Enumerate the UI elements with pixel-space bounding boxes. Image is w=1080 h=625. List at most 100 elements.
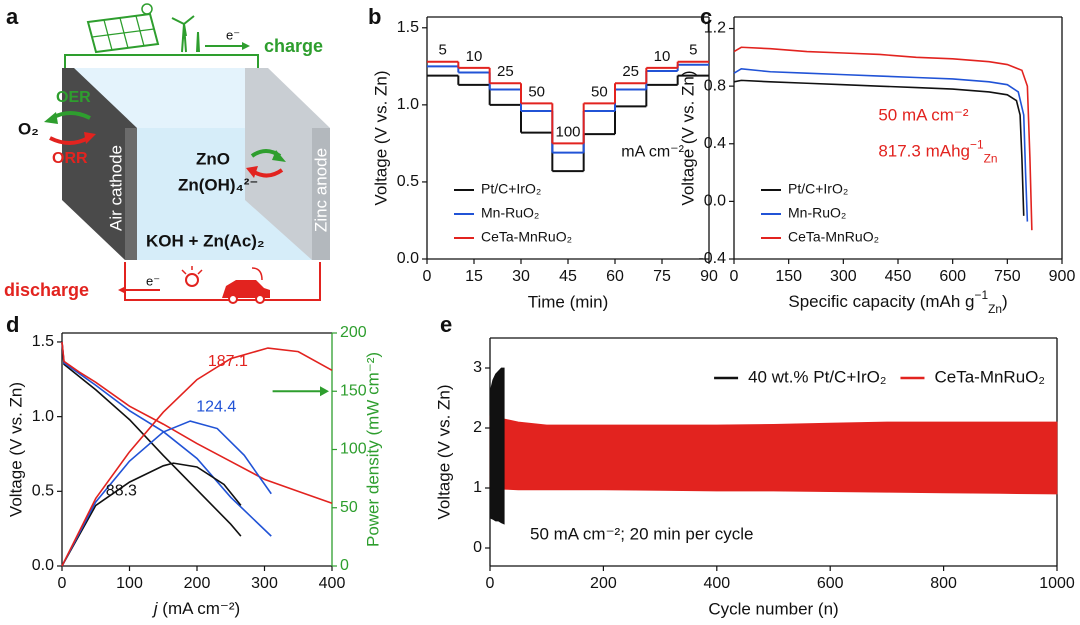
species-arrowhead bbox=[246, 166, 258, 178]
y-tick-label: 0.8 bbox=[704, 77, 726, 94]
x-axis-label-part: j bbox=[152, 599, 159, 618]
oer-arrowhead bbox=[44, 112, 58, 124]
y-axis-label: Voltage (V vs. Zn) bbox=[6, 382, 25, 517]
legend-label: CeTa-MnRuO₂ bbox=[481, 229, 572, 245]
y2-tick-label: 50 bbox=[340, 499, 358, 516]
voltage-range bbox=[489, 415, 1058, 495]
axis-arrowhead bbox=[320, 386, 329, 397]
species-arrow bbox=[253, 168, 284, 178]
legend-label: Mn-RuO₂ bbox=[481, 205, 539, 221]
x-tick-label: 0 bbox=[486, 575, 495, 592]
y-tick-label: 1 bbox=[473, 479, 482, 496]
electrolyte-label: KOH + Zn(Ac)₂ bbox=[146, 231, 265, 250]
charge-wire bbox=[64, 54, 259, 70]
y-tick-label: 0.0 bbox=[32, 557, 54, 574]
orr-label: ORR bbox=[52, 150, 88, 167]
y-tick-label: 1.5 bbox=[32, 333, 54, 350]
x-tick-label: 0 bbox=[730, 268, 739, 285]
x-axis-label-part: −1 bbox=[975, 288, 989, 302]
peak-label: 88.3 bbox=[106, 482, 137, 499]
y-axis-label: Voltage (V vs. Zn) bbox=[678, 70, 697, 205]
y-tick-label: 1.0 bbox=[32, 408, 54, 425]
x-tick-label: 450 bbox=[885, 268, 912, 285]
x-axis-label: j (mA cm⁻²) bbox=[152, 599, 240, 618]
y-tick-label: 0.0 bbox=[704, 193, 726, 210]
y-tick-label: 1.0 bbox=[397, 96, 419, 113]
annotation: 817.3 mAhg−1Zn bbox=[878, 138, 997, 166]
x-tick-label: 400 bbox=[703, 575, 730, 592]
orr-arrow bbox=[49, 136, 89, 145]
orr-arrowhead bbox=[84, 132, 96, 144]
annotation-part: Zn bbox=[984, 152, 998, 166]
annotation: 50 mA cm⁻²; 20 min per cycle bbox=[530, 524, 753, 543]
species-label: ZnO bbox=[196, 149, 230, 168]
x-tick-label: 900 bbox=[1049, 268, 1076, 285]
x-axis-label-part: Zn bbox=[988, 302, 1002, 316]
x-axis-label: Cycle number (n) bbox=[708, 599, 838, 618]
charge-arrowhead bbox=[242, 42, 250, 50]
x-tick-label: 800 bbox=[930, 575, 957, 592]
legend-label: Pt/C+IrO₂ bbox=[788, 181, 848, 197]
panel-label: d bbox=[6, 312, 19, 337]
electron-label: e⁻ bbox=[146, 273, 160, 288]
electron-label: e⁻ bbox=[226, 27, 240, 42]
panel-label: a bbox=[6, 4, 19, 29]
car-plug bbox=[251, 267, 263, 281]
x-tick-label: 400 bbox=[319, 575, 346, 592]
x-axis-label: Specific capacity (mAh g−1Zn) bbox=[788, 288, 1007, 316]
y-tick-label: 0 bbox=[473, 539, 482, 556]
x-tick-label: 60 bbox=[606, 268, 624, 285]
x-tick-label: 200 bbox=[590, 575, 617, 592]
peak-label: 187.1 bbox=[208, 353, 248, 370]
annotation-part: 817.3 mAhg bbox=[878, 142, 970, 161]
discharge-wire bbox=[124, 262, 321, 301]
step-label: 10 bbox=[654, 48, 671, 65]
x-tick-label: 100 bbox=[116, 575, 143, 592]
y-tick-label: 1.5 bbox=[397, 19, 419, 36]
step-label: 10 bbox=[466, 48, 483, 65]
legend-label: Mn-RuO₂ bbox=[788, 205, 846, 221]
zinc-anode-face bbox=[312, 128, 330, 260]
solar-grid bbox=[91, 15, 155, 51]
schematic: a e⁻ charge Air cathode Zinc anode OER O… bbox=[4, 3, 330, 304]
y-tick-label: -0.4 bbox=[698, 250, 726, 267]
voltage-range bbox=[489, 367, 505, 525]
species-arrowhead bbox=[272, 150, 286, 162]
y-tick-label: 0.0 bbox=[397, 250, 419, 267]
x-tick-label: 300 bbox=[830, 268, 857, 285]
panel-label: b bbox=[368, 4, 381, 29]
oxygen-label: O₂ bbox=[18, 119, 39, 138]
y-axis-label: Voltage (V vs. Zn) bbox=[371, 70, 390, 205]
unit-label: mA cm⁻² bbox=[621, 144, 684, 161]
power-curve bbox=[61, 462, 242, 567]
y-tick-label: 0.4 bbox=[704, 135, 726, 152]
x-tick-label: 600 bbox=[817, 575, 844, 592]
species-label: Zn(OH)₄²⁻ bbox=[178, 175, 258, 194]
bulb bbox=[185, 273, 199, 287]
annotation: 50 mA cm⁻² bbox=[878, 106, 969, 125]
power-curve bbox=[61, 420, 272, 567]
y2-tick-label: 150 bbox=[340, 382, 367, 399]
step-label: 50 bbox=[591, 83, 608, 100]
x-tick-label: 15 bbox=[465, 268, 483, 285]
x-tick-label: 200 bbox=[184, 575, 211, 592]
line bbox=[733, 79, 1025, 216]
car-wheel bbox=[255, 294, 265, 304]
legend-label: CeTa-MnRuO₂ bbox=[788, 229, 879, 245]
bulb-rays bbox=[181, 266, 203, 275]
line bbox=[733, 68, 1029, 222]
step-label: 25 bbox=[622, 63, 639, 80]
y-tick-label: 0.5 bbox=[397, 173, 419, 190]
step-label: 5 bbox=[438, 42, 446, 59]
zinc-anode bbox=[245, 68, 330, 260]
car-wheel bbox=[228, 294, 238, 304]
power-curve bbox=[61, 347, 333, 567]
y2-tick-label: 200 bbox=[340, 324, 367, 341]
step-label: 25 bbox=[497, 63, 514, 80]
step-label: 50 bbox=[528, 83, 545, 100]
y2-axis-label: Power density (mW cm⁻²) bbox=[363, 352, 382, 547]
x-axis-label: Time (min) bbox=[528, 292, 609, 311]
x-axis-label-part: (mA cm⁻²) bbox=[158, 599, 241, 618]
x-tick-label: 150 bbox=[775, 268, 802, 285]
